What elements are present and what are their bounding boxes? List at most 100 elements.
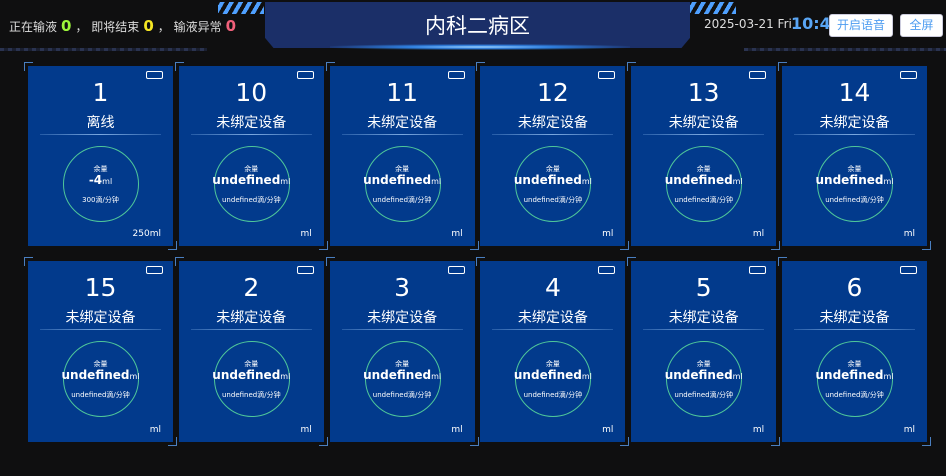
bed-card[interactable]: 6 未绑定设备 余量 undefinedml undefined滴/分钟 ml — [777, 257, 931, 446]
divider — [190, 329, 312, 330]
drip-rate: undefined滴/分钟 — [523, 196, 583, 204]
remaining-label: 余量 — [847, 165, 862, 173]
drip-rate: 300滴/分钟 — [82, 196, 119, 204]
device-status: 未绑定设备 — [819, 115, 890, 131]
battery-icon — [146, 266, 163, 274]
header: 内科二病区 正在输液 0， 即将结束 0， 输液异常 0 2025-03-21 Fri… — [0, 0, 946, 56]
device-status: 离线 — [86, 115, 115, 131]
progress-ring — [515, 146, 592, 222]
bed-card[interactable]: 15 未绑定设备 余量 undefinedml undefined滴/分钟 ml — [24, 257, 177, 446]
device-status: 未绑定设备 — [517, 115, 588, 131]
drip-rate: undefined滴/分钟 — [825, 391, 884, 399]
bed-number: 12 — [536, 78, 569, 107]
bed-card[interactable]: 1 离线 余量 -4ml 300滴/分钟 250ml — [24, 62, 177, 250]
drip-rate: undefined滴/分钟 — [372, 196, 432, 204]
drip-rate: undefined滴/分钟 — [674, 391, 733, 399]
remaining-amount: undefined — [664, 173, 733, 187]
stat-label-abnormal: 输液异常 — [173, 20, 222, 34]
device-status: 未绑定设备 — [819, 310, 890, 326]
remaining-label: 余量 — [545, 360, 560, 368]
bed-number: 14 — [838, 78, 871, 107]
remaining-value: undefinedml — [631, 173, 776, 187]
total-volume: ml — [602, 425, 614, 435]
bed-number: 3 — [394, 273, 411, 302]
bed-grid: 1 离线 余量 -4ml 300滴/分钟 250ml 10 未绑定设备 余量 u… — [24, 62, 931, 446]
total-volume: ml — [602, 229, 614, 239]
progress-ring — [63, 341, 139, 417]
progress-ring — [364, 341, 441, 417]
remaining-label: 余量 — [395, 360, 410, 368]
remaining-label: 余量 — [395, 165, 410, 173]
battery-icon — [598, 266, 616, 274]
voice-toggle-button[interactable]: 开启语音 — [829, 14, 893, 37]
decor-stripes — [218, 2, 264, 14]
decor-stripes — [690, 2, 736, 14]
device-status: 未绑定设备 — [367, 115, 438, 131]
progress-ring — [816, 146, 893, 222]
remaining-unit: ml — [102, 177, 113, 186]
bed-number: 4 — [544, 273, 561, 302]
remaining-amount: undefined — [513, 368, 582, 382]
page-title: 内科二病区 — [425, 14, 530, 38]
remaining-label: 余量 — [244, 360, 259, 368]
device-status: 未绑定设备 — [668, 115, 739, 131]
remaining-value: undefinedml — [28, 368, 173, 382]
device-status: 未绑定设备 — [517, 310, 588, 326]
comma: ， — [157, 20, 170, 34]
fullscreen-button[interactable]: 全屏 — [900, 14, 943, 37]
bed-card[interactable]: 2 未绑定设备 余量 undefinedml undefined滴/分钟 ml — [174, 257, 328, 446]
battery-icon — [447, 71, 465, 79]
total-volume: ml — [300, 425, 312, 435]
divider — [643, 134, 765, 135]
bed-card[interactable]: 4 未绑定设备 余量 undefinedml undefined滴/分钟 ml — [476, 257, 630, 446]
stat-label-ending: 即将结束 — [91, 20, 140, 34]
drip-rate: undefined滴/分钟 — [372, 391, 432, 399]
divider — [793, 329, 915, 330]
drip-rate: undefined滴/分钟 — [523, 391, 583, 399]
bed-card[interactable]: 13 未绑定设备 余量 undefinedml undefined滴/分钟 ml — [627, 62, 781, 250]
bed-number: 6 — [846, 273, 863, 302]
bed-card[interactable]: 10 未绑定设备 余量 undefinedml undefined滴/分钟 ml — [174, 62, 328, 250]
total-volume: ml — [149, 425, 161, 435]
battery-icon — [749, 266, 767, 274]
device-status: 未绑定设备 — [216, 115, 287, 131]
remaining-unit: ml — [129, 372, 140, 381]
bed-card[interactable]: 3 未绑定设备 余量 undefinedml undefined滴/分钟 ml — [325, 257, 479, 446]
remaining-value: undefinedml — [179, 368, 324, 382]
bed-card[interactable]: 11 未绑定设备 余量 undefinedml undefined滴/分钟 ml — [325, 62, 479, 250]
remaining-unit: ml — [732, 177, 743, 186]
bed-card[interactable]: 14 未绑定设备 余量 undefinedml undefined滴/分钟 ml — [777, 62, 931, 250]
divider — [190, 134, 312, 135]
remaining-unit: ml — [581, 372, 592, 381]
battery-icon — [296, 71, 314, 79]
drip-rate: undefined滴/分钟 — [222, 391, 281, 399]
bed-number: 10 — [235, 78, 268, 107]
remaining-value: undefinedml — [179, 173, 324, 187]
device-status: 未绑定设备 — [216, 310, 287, 326]
bed-number: 11 — [386, 78, 418, 107]
total-volume: ml — [903, 425, 915, 435]
remaining-value: undefinedml — [631, 368, 776, 382]
remaining-unit: ml — [883, 177, 894, 186]
drip-rate: undefined滴/分钟 — [222, 196, 281, 204]
divider — [341, 329, 463, 330]
progress-ring — [63, 146, 139, 222]
remaining-unit: ml — [280, 177, 291, 186]
total-volume: ml — [300, 229, 312, 239]
bed-card[interactable]: 5 未绑定设备 余量 undefinedml undefined滴/分钟 ml — [627, 257, 781, 446]
banner-glow — [330, 44, 630, 50]
divider — [0, 48, 207, 51]
device-status: 未绑定设备 — [65, 310, 136, 326]
remaining-label: 余量 — [93, 165, 108, 173]
device-status: 未绑定设备 — [367, 310, 438, 326]
remaining-label: 余量 — [696, 360, 711, 368]
bed-number: 5 — [695, 273, 712, 302]
remaining-value: -4ml — [28, 173, 173, 187]
remaining-amount: undefined — [212, 173, 281, 187]
remaining-label: 余量 — [244, 165, 259, 173]
bed-card[interactable]: 12 未绑定设备 余量 undefinedml undefined滴/分钟 ml — [476, 62, 630, 250]
remaining-unit: ml — [732, 372, 743, 381]
remaining-value: undefinedml — [480, 368, 625, 382]
title-banner — [265, 2, 690, 48]
stat-ending-count: 0 — [143, 17, 154, 35]
